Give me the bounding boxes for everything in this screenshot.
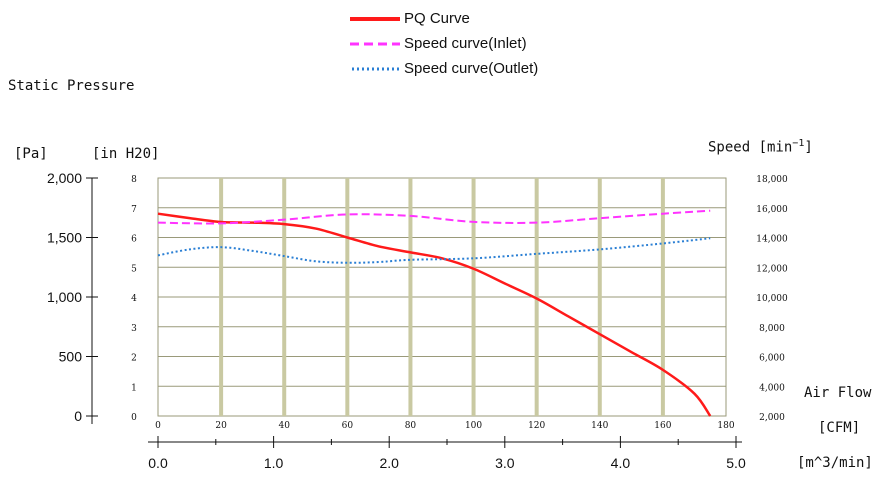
pa-tick-label: 1,000 xyxy=(47,289,82,305)
speed-tick-label: 16,000 xyxy=(756,205,788,215)
pa-tick-label: 500 xyxy=(59,349,83,365)
inh2o-tick-label: 4 xyxy=(131,294,137,304)
inh2o-tick-label: 5 xyxy=(131,264,137,274)
legend-label-pq: PQ Curve xyxy=(404,10,470,27)
inh2o-tick-label: 7 xyxy=(131,205,137,215)
legend-item-pq: PQ Curve xyxy=(350,6,538,31)
speed-tick-label: 14,000 xyxy=(756,235,788,245)
pa-tick-label: 1,500 xyxy=(47,230,82,246)
m3min-axis-unit: [m^3/min] xyxy=(797,455,873,471)
pa-tick-label: 0 xyxy=(74,408,82,424)
chart-legend: PQ Curve Speed curve(Inlet) Speed curve(… xyxy=(350,6,538,81)
m3min-tick-label: 5.0 xyxy=(726,455,746,471)
speed-tick-label: 6,000 xyxy=(759,354,785,364)
cfm-tick-label: 120 xyxy=(528,421,545,431)
speed-tick-label: 8,000 xyxy=(759,324,785,334)
cfm-tick-label: 140 xyxy=(591,421,608,431)
legend-swatch-pq xyxy=(350,16,400,21)
pa-tick-label: 2,000 xyxy=(47,170,82,186)
legend-label-inlet: Speed curve(Inlet) xyxy=(404,35,527,52)
m3min-tick-label: 0.0 xyxy=(148,455,168,471)
m3min-tick-label: 1.0 xyxy=(264,455,284,471)
inh2o-axis-unit: [in H20] xyxy=(92,146,160,162)
inh2o-tick-label: 2 xyxy=(131,354,137,364)
series-line-pq-curve xyxy=(157,212,712,417)
m3min-tick-label: 2.0 xyxy=(379,455,399,471)
cfm-tick-label: 160 xyxy=(654,421,671,431)
cfm-tick-label: 0 xyxy=(155,421,161,431)
inh2o-tick-label: 8 xyxy=(131,175,137,185)
legend-item-outlet: Speed curve(Outlet) xyxy=(350,56,538,81)
speed-tick-label: 18,000 xyxy=(756,175,788,185)
legend-item-inlet: Speed curve(Inlet) xyxy=(350,31,538,56)
series-line-speed-curve-inlet xyxy=(157,209,711,225)
airflow-axis-title: Air Flow xyxy=(804,385,872,401)
m3min-tick-label: 4.0 xyxy=(611,455,631,471)
cfm-tick-label: 180 xyxy=(717,421,734,431)
inh2o-tick-label: 0 xyxy=(131,413,137,423)
cfm-tick-label: 20 xyxy=(215,421,227,431)
legend-swatch-inlet xyxy=(350,42,400,45)
speed-tick-label: 12,000 xyxy=(756,264,788,274)
m3min-tick-label: 3.0 xyxy=(495,455,515,471)
speed-tick-label: 2,000 xyxy=(759,413,785,423)
cfm-tick-label: 80 xyxy=(405,421,417,431)
legend-swatch-outlet xyxy=(352,67,400,70)
cfm-tick-label: 100 xyxy=(465,421,482,431)
page-title: Static Pressure xyxy=(8,78,135,94)
legend-label-outlet: Speed curve(Outlet) xyxy=(404,60,539,77)
cfm-tick-label: 40 xyxy=(278,421,290,431)
cfm-tick-label: 60 xyxy=(342,421,354,431)
inh2o-tick-label: 6 xyxy=(131,235,137,245)
speed-axis-unit: Speed [min−1] xyxy=(708,138,813,156)
pa-axis-unit: [Pa] xyxy=(14,146,48,162)
speed-tick-label: 10,000 xyxy=(756,294,788,304)
cfm-axis-unit: [CFM] xyxy=(818,420,861,436)
inh2o-tick-label: 3 xyxy=(131,324,137,334)
inh2o-tick-label: 1 xyxy=(131,383,137,393)
speed-tick-label: 4,000 xyxy=(759,383,785,393)
